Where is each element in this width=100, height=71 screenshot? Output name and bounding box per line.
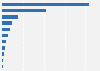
- Bar: [2, 34, 8, 37]
- Bar: [2, 59, 4, 62]
- Bar: [2, 65, 3, 68]
- Bar: [2, 15, 18, 19]
- Bar: [2, 28, 10, 31]
- Bar: [2, 52, 4, 56]
- Bar: [2, 40, 6, 43]
- Bar: [2, 46, 5, 50]
- Bar: [2, 3, 89, 6]
- Bar: [2, 9, 46, 12]
- Bar: [2, 21, 12, 25]
